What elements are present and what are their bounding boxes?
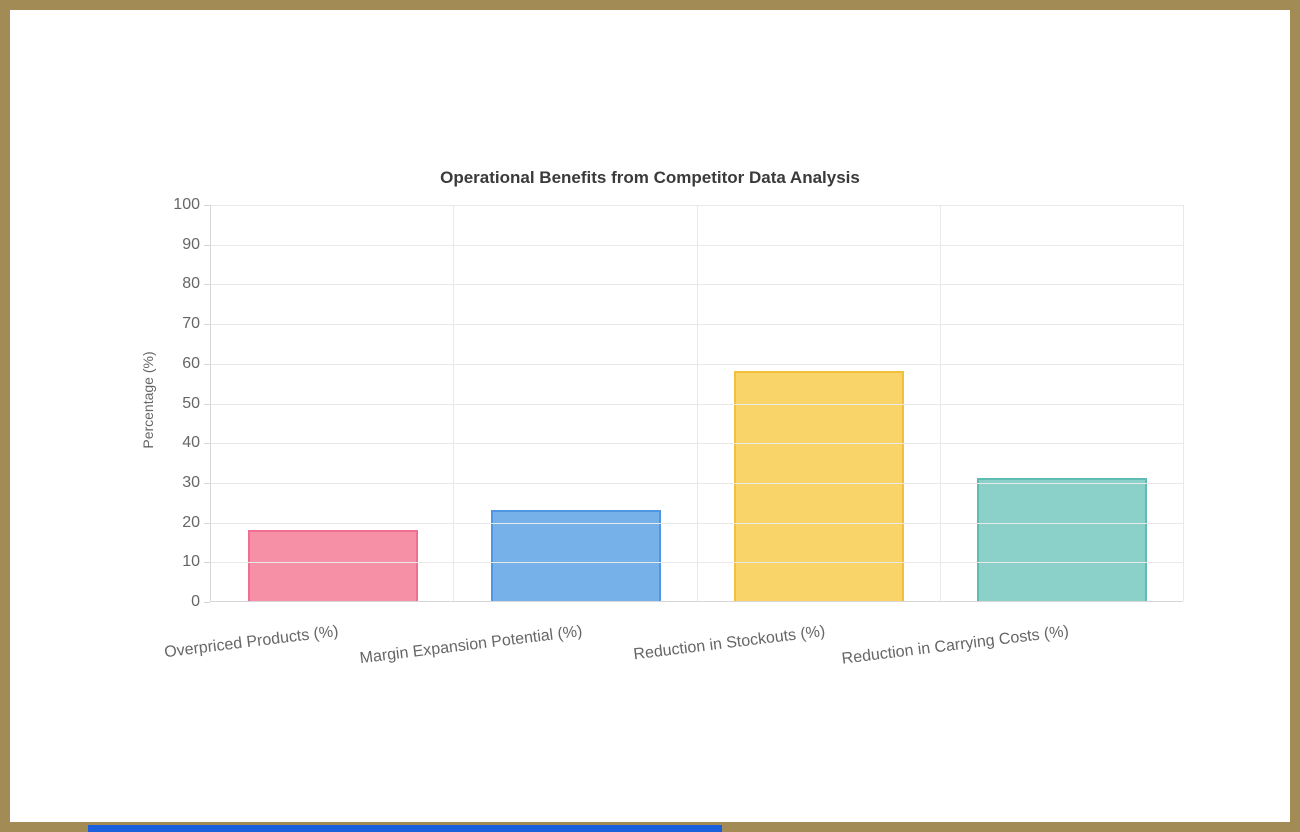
y-tick-label: 60 xyxy=(182,354,200,372)
y-tick-label: 40 xyxy=(182,434,200,452)
y-tick-mark xyxy=(204,205,210,206)
y-tick-label: 50 xyxy=(182,394,200,412)
x-gridline xyxy=(696,205,698,601)
y-tick-mark xyxy=(204,482,210,484)
x-gridline xyxy=(1183,205,1184,601)
y-tick-mark xyxy=(204,403,210,405)
y-tick-label: 20 xyxy=(182,513,200,531)
y-tick-mark xyxy=(204,363,210,365)
y-tick-mark xyxy=(204,562,210,564)
x-gridline xyxy=(453,205,455,601)
y-axis-tick-labels: 0 10 20 30 40 50 60 70 80 90 100 xyxy=(0,196,200,610)
x-gridline xyxy=(939,205,941,601)
y-tick-label: 90 xyxy=(182,235,200,253)
y-tick-mark xyxy=(204,324,210,326)
y-tick-label: 70 xyxy=(182,315,200,333)
y-tick-label: 30 xyxy=(182,473,200,491)
x-category-label: Reduction in Stockouts (%) xyxy=(632,622,827,664)
x-category-label: Margin Expansion Potential (%) xyxy=(358,622,584,668)
y-tick-label: 100 xyxy=(173,196,200,213)
y-tick-label: 80 xyxy=(182,275,200,293)
x-category-label: Overpriced Products (%) xyxy=(163,622,340,662)
y-tick-mark xyxy=(204,522,210,524)
y-tick-mark xyxy=(204,443,210,445)
y-tick-label: 10 xyxy=(182,553,200,571)
y-tick-mark xyxy=(204,244,210,246)
bar-overpriced-products[interactable] xyxy=(247,529,418,601)
y-tick-label: 0 xyxy=(191,593,200,610)
plot-area xyxy=(204,205,1184,603)
chart-title: Operational Benefits from Competitor Dat… xyxy=(440,168,860,187)
bottom-blue-strip xyxy=(88,825,722,832)
bar-margin-expansion-potential[interactable] xyxy=(490,509,661,601)
x-category-label: Reduction in Carrying Costs (%) xyxy=(840,622,1070,668)
y-tick-mark xyxy=(204,284,210,286)
bar-reduction-in-stockouts[interactable] xyxy=(734,370,905,601)
bar-reduction-in-carrying-costs[interactable] xyxy=(977,477,1148,601)
y-tick-mark xyxy=(204,602,210,603)
x-axis-labels: Overpriced Products (%) Margin Expansion … xyxy=(164,602,1183,692)
